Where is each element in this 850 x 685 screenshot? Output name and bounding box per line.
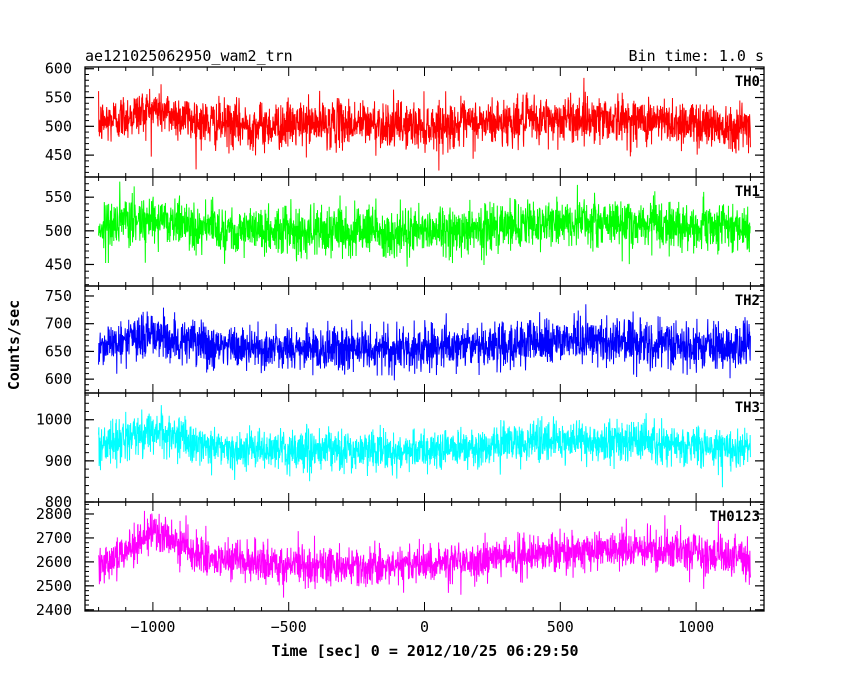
- series-line-th0: [98, 77, 751, 171]
- panel-th2: 600 650 700 750 TH2: [45, 285, 765, 394]
- y-axis-title: Counts/sec: [5, 300, 23, 390]
- bin-time-label: Bin time: 1.0 s: [629, 47, 764, 65]
- series-line-th0123: [98, 510, 751, 598]
- y-tick-label: 550: [45, 89, 72, 107]
- chart-title: ae121025062950_wam2_trn: [85, 47, 293, 65]
- y-tick-label: 750: [45, 287, 72, 305]
- y-tick-label: 2600: [36, 553, 72, 571]
- panel-label-th3: TH3: [735, 400, 760, 416]
- panel-label-th0123: TH0123: [709, 509, 760, 525]
- x-tick-label: −1000: [130, 618, 175, 636]
- y-tick-label: 1000: [36, 411, 72, 429]
- series-line-th3: [98, 405, 751, 488]
- y-tick-label: 450: [45, 255, 72, 273]
- x-tick-label: 1000: [678, 618, 714, 636]
- y-tick-label: 600: [45, 370, 72, 388]
- x-tick-label: 0: [420, 618, 429, 636]
- panel-label-th1: TH1: [735, 184, 760, 200]
- y-tick-label: 450: [45, 146, 72, 164]
- series-line-th1: [98, 181, 751, 267]
- y-tick-label: 650: [45, 342, 72, 360]
- y-tick-label: 2400: [36, 601, 72, 619]
- y-tick-label: 600: [45, 60, 72, 78]
- series-line-th2: [98, 304, 751, 381]
- y-tick-label: 2500: [36, 577, 72, 595]
- y-tick-label: 550: [45, 188, 72, 206]
- y-tick-label: 2700: [36, 529, 72, 547]
- y-tick-label: 900: [45, 452, 72, 470]
- y-tick-label: 500: [45, 117, 72, 135]
- x-tick-label: −500: [271, 618, 307, 636]
- y-tick-label: 500: [45, 222, 72, 240]
- y-tick-label: 700: [45, 315, 72, 333]
- panel-label-th2: TH2: [735, 293, 760, 309]
- panel-th3: 800 900 1000 TH3: [36, 392, 765, 511]
- panel-th0123: 2400 2500 2600 2700 2800 TH0123: [36, 501, 765, 619]
- panel-label-th0: TH0: [735, 74, 760, 90]
- y-tick-label: 800: [45, 493, 72, 511]
- x-tick-label: 500: [547, 618, 574, 636]
- y-tick-label: 2800: [36, 505, 72, 523]
- x-axis-title: Time [sec] 0 = 2012/10/25 06:29:50: [271, 642, 578, 660]
- panels-layer: 450 500 550 600 TH0 450 500 550 TH1 600 650 700 750 T…: [36, 60, 765, 636]
